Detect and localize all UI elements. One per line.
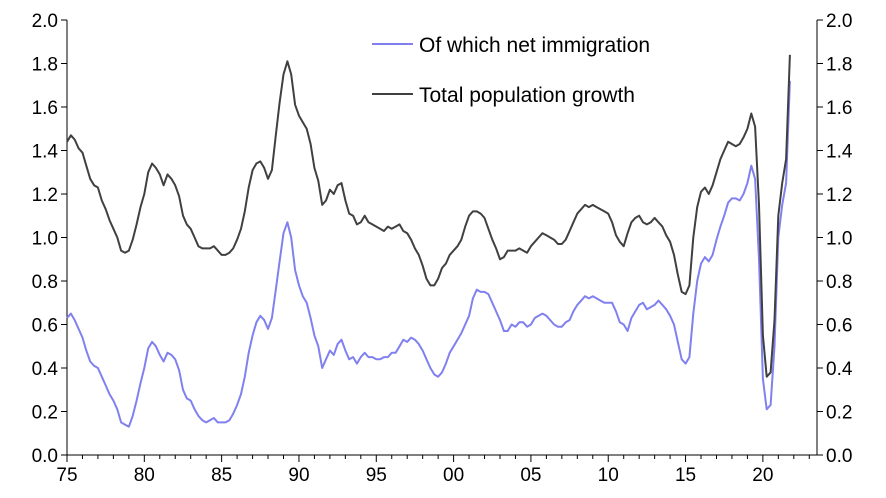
left-y-tick-label: 0.6: [32, 316, 58, 337]
left-y-tick-label: 1.0: [32, 229, 58, 250]
left-y-tick-label: 0.0: [32, 446, 58, 467]
legend-label-0: Of which net immigration: [419, 34, 650, 57]
x-tick-label: 00: [443, 465, 464, 486]
right-y-tick-label: 2.0: [826, 11, 852, 32]
right-y-axis: 0.0 0.2 0.4 0.6 0.8 1.0 1.2 1.4 1.6 1.8 2.0: [817, 11, 853, 467]
left-y-tick-label: 1.6: [32, 98, 58, 119]
right-y-tick-label: 0.4: [826, 359, 853, 380]
x-tick-label: 10: [598, 465, 619, 486]
x-tick-label: 80: [134, 465, 155, 486]
right-y-tick-label: 0.8: [826, 272, 852, 293]
x-axis: 75 80 85 90 95 00 05 10 15 20: [56, 455, 810, 486]
x-tick-label: 90: [288, 465, 309, 486]
right-y-tick-label: 1.0: [826, 229, 852, 250]
right-y-tick-label: 0.0: [826, 446, 852, 467]
x-tick-label: 95: [366, 465, 387, 486]
legend-label-1: Total population growth: [419, 84, 635, 107]
x-tick-label: 20: [752, 465, 773, 486]
series-line-1: [66, 54, 791, 378]
right-y-tick-label: 1.8: [826, 55, 852, 76]
series-line-0: [66, 80, 791, 428]
right-y-tick-label: 1.6: [826, 98, 852, 119]
x-tick-label: 15: [675, 465, 696, 486]
x-tick-label: 05: [520, 465, 541, 486]
left-y-tick-label: 2.0: [32, 11, 58, 32]
left-y-tick-label: 1.4: [32, 142, 59, 163]
left-y-tick-label: 1.2: [32, 185, 58, 206]
right-y-tick-label: 1.2: [826, 185, 852, 206]
right-y-tick-label: 0.6: [826, 316, 852, 337]
right-y-tick-label: 0.2: [826, 403, 852, 424]
legend: Of which net immigration Total population…: [372, 34, 650, 107]
left-y-tick-label: 0.4: [32, 359, 59, 380]
left-y-axis: 0.0 0.2 0.4 0.6 0.8 1.0 1.2 1.4 1.6 1.8 2.0: [32, 11, 67, 467]
right-y-tick-label: 1.4: [826, 142, 853, 163]
left-y-tick-label: 0.8: [32, 272, 58, 293]
series-lines: [66, 54, 791, 428]
left-y-tick-label: 1.8: [32, 55, 58, 76]
left-y-tick-label: 0.2: [32, 403, 58, 424]
x-tick-label: 75: [56, 465, 77, 486]
x-tick-label: 85: [211, 465, 232, 486]
